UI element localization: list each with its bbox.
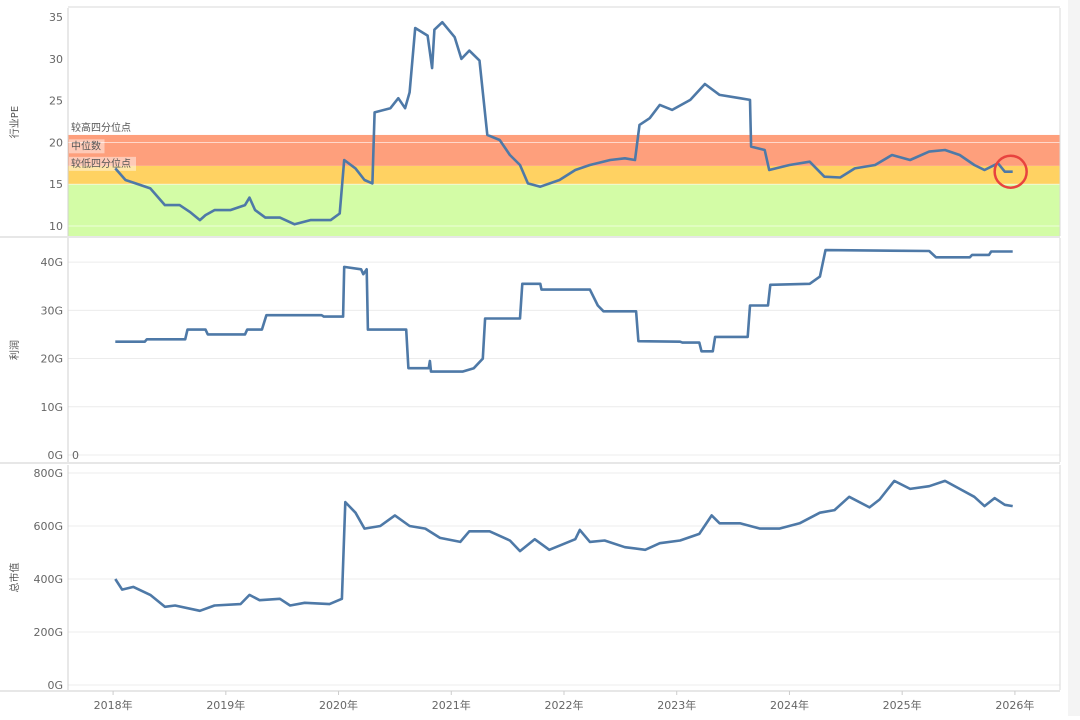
band-label: 较低四分位点	[71, 157, 131, 170]
band-label: 较高四分位点	[71, 121, 131, 134]
x-tick-label: 2022年	[545, 698, 584, 712]
series-line	[115, 248, 1013, 373]
scrollbar-track	[1068, 0, 1080, 716]
band	[68, 165, 1060, 185]
x-tick-label: 2020年	[319, 698, 358, 712]
y-tick-label: 800G	[33, 467, 63, 480]
band-label-bg	[69, 139, 105, 154]
y-tick-label: 25	[49, 95, 63, 108]
y-tick-label: 200G	[33, 626, 63, 639]
series-line	[114, 479, 1013, 613]
x-tick-label: 2018年	[94, 698, 133, 712]
y-tick-label: 400G	[33, 573, 63, 586]
y-tick-label: 30G	[40, 304, 63, 317]
y-tick-label: 600G	[33, 520, 63, 533]
panel-3: 0G 200G 400G 600G 800G 总市值	[0, 465, 1061, 692]
series-line	[114, 20, 1013, 226]
x-tick-label: 2023年	[657, 698, 696, 712]
x-tick-label: 2025年	[883, 698, 922, 712]
x-tick-label: 2021年	[432, 698, 471, 712]
panel-2: 0G 10G 20G 30G 40G 利润 0	[0, 238, 1061, 464]
y-tick-label: 35	[49, 11, 63, 24]
y-tick-label: 10G	[40, 401, 63, 414]
y-axis-label: 行业PE	[8, 106, 21, 138]
y-tick-label: 20	[49, 136, 63, 149]
y-axis-label: 总市值	[8, 563, 21, 593]
highlight-circle	[993, 154, 1028, 189]
y-tick-label: 15	[49, 178, 63, 191]
y-tick-label: 20G	[40, 353, 63, 366]
x-tick-label: 2019年	[206, 698, 245, 712]
band	[68, 134, 1060, 166]
y-tick-label: 10	[49, 220, 63, 233]
y-tick-label: 40G	[40, 256, 63, 269]
y-axis-label: 利润	[8, 340, 21, 360]
x-tick-label: 2024年	[770, 698, 809, 712]
band-label-bg	[69, 156, 136, 171]
y-tick-label: 0G	[47, 679, 63, 692]
annotation-text: 0	[72, 449, 79, 462]
band-label: 中位数	[71, 139, 101, 152]
x-tick-label: 2026年	[995, 698, 1034, 712]
y-tick-label: 30	[49, 53, 63, 66]
y-tick-label: 0G	[47, 449, 63, 462]
